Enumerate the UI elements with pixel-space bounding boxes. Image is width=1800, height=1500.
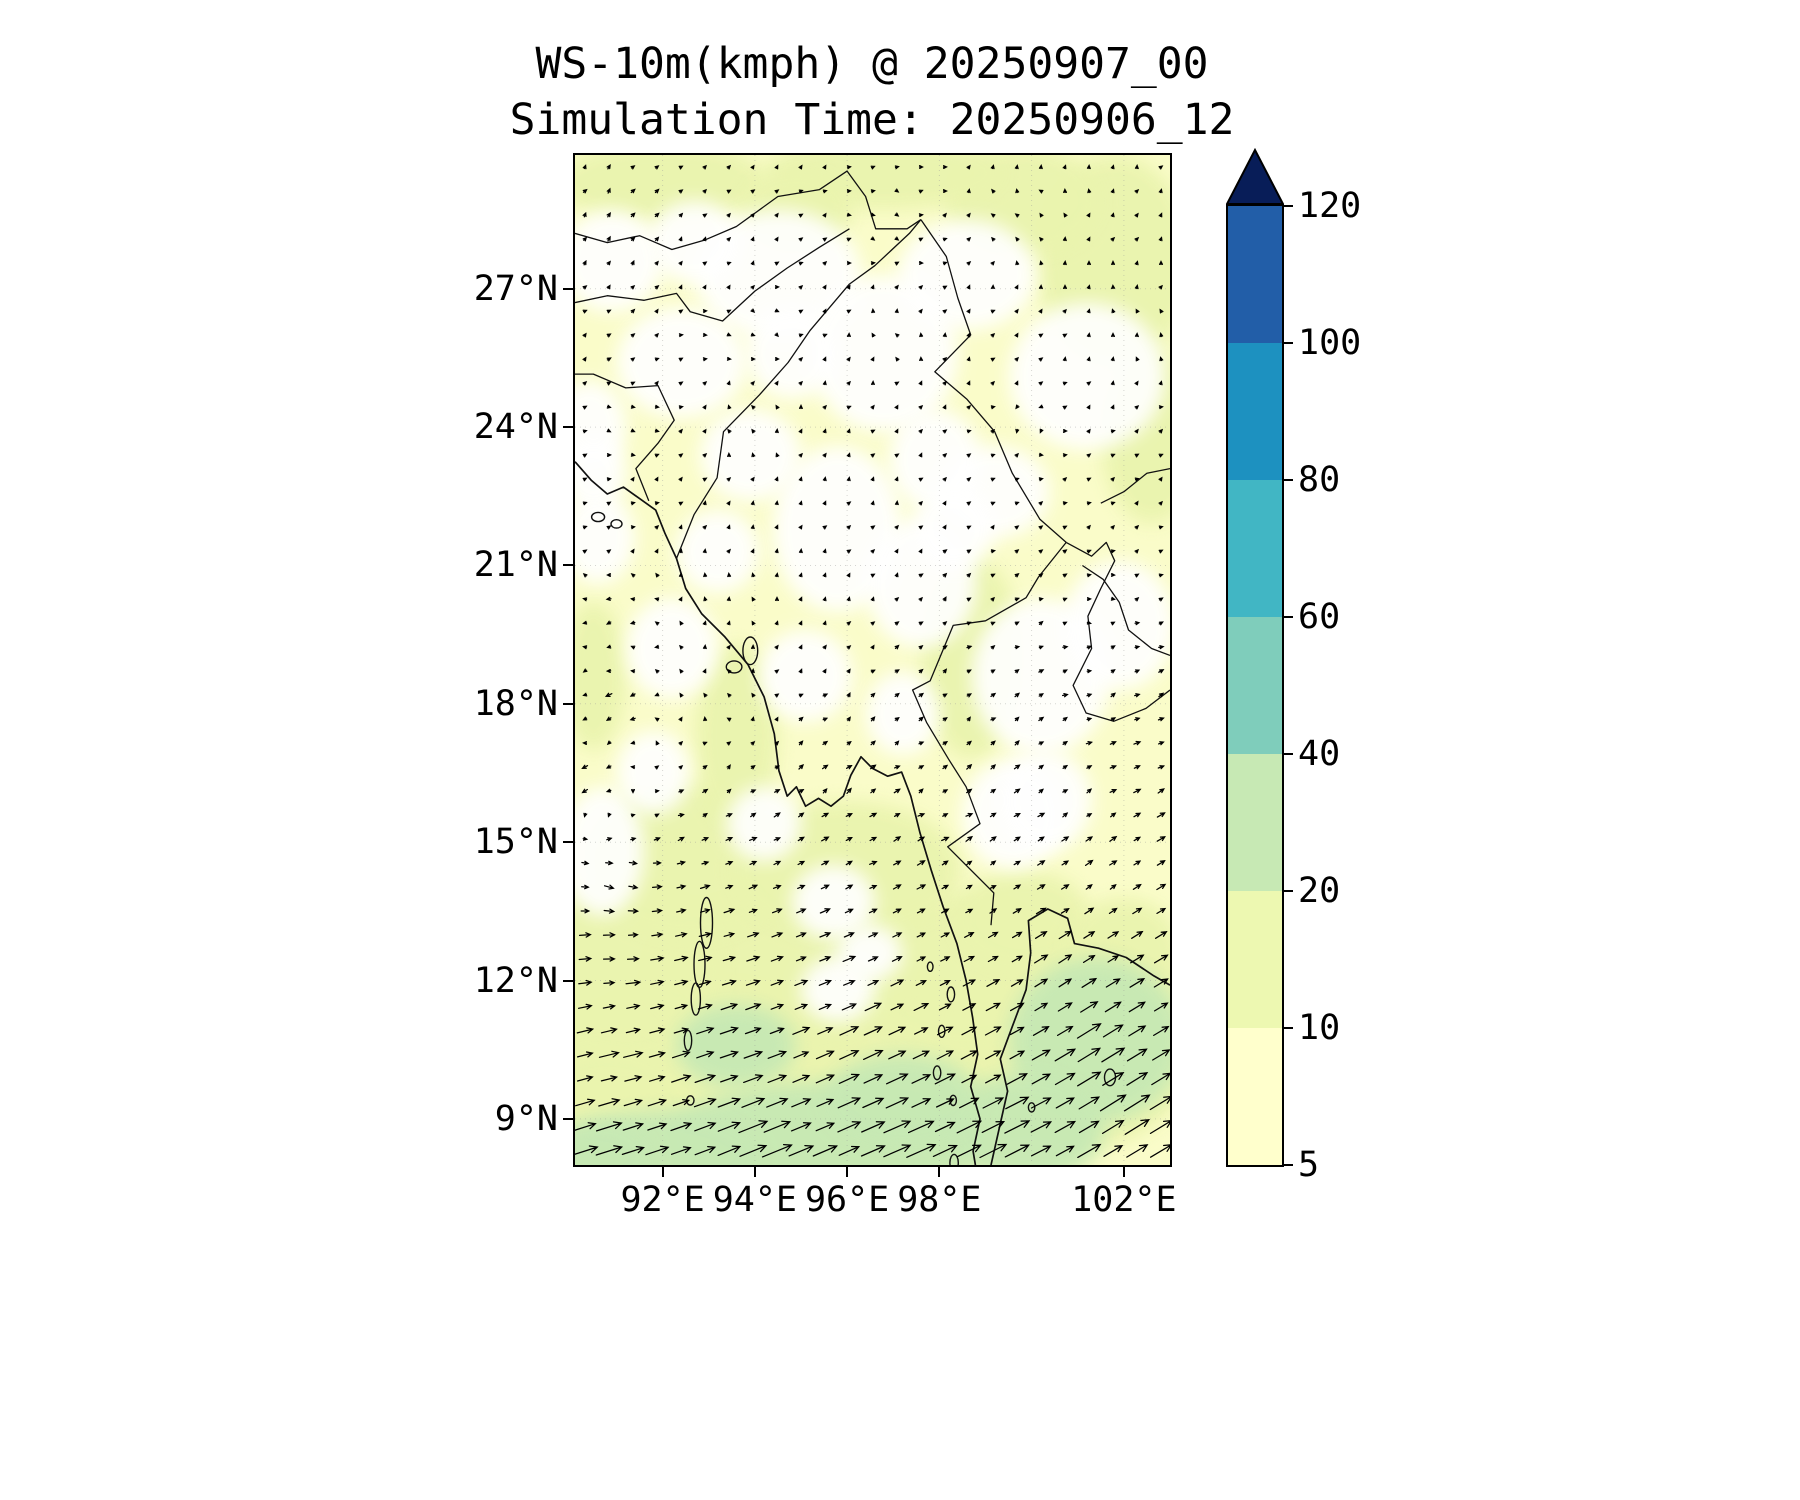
colorbar-tick-mark [1284,753,1293,755]
shading-blob-calm [865,671,940,755]
colorbar-tick-label: 40 [1298,734,1341,774]
y-tick-label: 12°N [473,960,558,1001]
shading-blob-10-20 [575,602,626,750]
coastlines [575,461,1170,1165]
y-tick-mark [563,1117,573,1120]
gridlines [575,155,1170,1165]
y-tick-label: 24°N [473,407,558,448]
x-tick-label: 98°E [897,1180,982,1220]
colorbar [1226,204,1284,1167]
colorbar-segment [1228,891,1282,1028]
x-tick-mark [1122,1167,1125,1177]
x-tick-label: 94°E [712,1180,798,1220]
colorbar-tick-label: 5 [1298,1145,1320,1185]
x-tick-mark [938,1167,941,1177]
colorbar-tick-label: 20 [1298,871,1341,911]
map-svg [575,155,1170,1165]
shading-blob-calm [1008,302,1166,451]
colorbar-tick-label: 60 [1298,597,1341,637]
colorbar-tick-label: 80 [1298,460,1341,500]
x-tick-label: 102°E [1071,1180,1177,1220]
x-tick-label: 96°E [804,1180,890,1220]
x-tick-mark [846,1167,849,1177]
colorbar-extend-arrow [1226,148,1284,205]
colorbar-tick-mark [1284,479,1293,481]
y-tick-mark [563,287,573,290]
colorbar-segment [1228,480,1282,617]
colorbar-segment [1228,343,1282,480]
shading-blob-calm [575,210,663,312]
shading-blob-calm [616,731,691,815]
chart-subtitle: Simulation Time: 20250906_12 [509,95,1235,145]
y-tick-label: 21°N [473,545,558,586]
colorbar-tick-mark [1284,1164,1293,1166]
y-tick-mark [563,841,573,844]
y-tick-mark [563,564,573,567]
colorbar-tick-label: 10 [1298,1008,1341,1048]
x-tick-mark [661,1167,664,1177]
shading-blob-calm [837,925,903,981]
shading-blob-calm [759,630,852,723]
colorbar-segment [1228,754,1282,891]
wind-quiver [575,163,1170,1159]
colorbar-tick-mark [1284,342,1293,344]
colorbar-tick-mark [1284,205,1293,207]
shading-blob-calm [999,749,1092,852]
y-tick-mark [563,426,573,429]
colorbar-tick-mark [1284,616,1293,618]
country-borders [575,170,1170,926]
y-tick-label: 18°N [473,683,558,724]
shading-blob-20-40 [676,1003,797,1087]
x-tick-label: 92°E [620,1180,705,1220]
shading-blob-calm [727,786,801,861]
y-tick-mark [563,702,573,705]
map-panel [573,153,1172,1167]
colorbar-tick-mark [1284,890,1293,892]
colorbar-tick-label: 120 [1298,186,1362,226]
colorbar-tick-mark [1284,1027,1293,1029]
shading-blob-calm [575,436,626,511]
shading-blob-calm [616,307,746,418]
y-tick-mark [563,979,573,982]
colorbar-segment [1228,617,1282,754]
islands [590,511,1117,1165]
y-tick-label: 9°N [494,1098,558,1139]
shading-blob-calm [911,487,995,571]
y-tick-label: 15°N [473,822,558,863]
shading-blob-calm [699,408,801,501]
colorbar-segment [1228,1028,1282,1165]
y-tick-label: 27°N [473,268,558,309]
x-tick-mark [753,1167,756,1177]
colorbar-segment [1228,206,1282,343]
shading-blob-calm [745,307,838,400]
shading-blob-calm [575,786,645,916]
chart-title: WS-10m(kmph) @ 20250907_00 [535,39,1209,89]
colorbar-tick-label: 100 [1298,323,1362,363]
